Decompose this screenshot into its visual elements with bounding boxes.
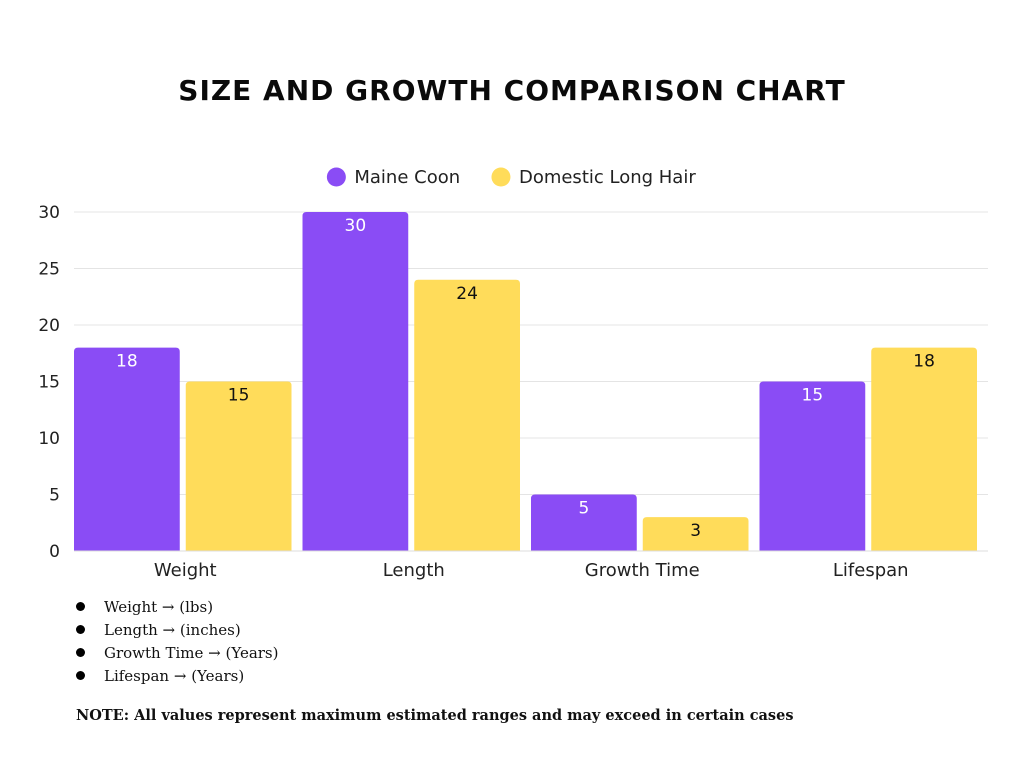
footnote: NOTE: All values represent maximum estim…	[76, 707, 794, 724]
legend-marker	[326, 167, 346, 187]
data-label: 15	[802, 386, 824, 406]
y-tick-label: 20	[38, 316, 60, 336]
x-tick-label: Growth Time	[585, 560, 700, 581]
legend-label: Domestic Long Hair	[519, 167, 696, 188]
bar	[414, 279, 520, 551]
note-text: Growth Time → (Years)	[104, 644, 279, 662]
bullet-icon	[76, 602, 85, 611]
data-label: 5	[578, 499, 589, 519]
note-text: Length → (inches)	[104, 621, 241, 639]
note-item: Lifespan → (Years)	[76, 665, 278, 688]
legend-label: Maine Coon	[354, 167, 460, 188]
y-tick-label: 10	[38, 429, 60, 449]
bullet-icon	[76, 625, 85, 634]
data-label: 30	[345, 216, 367, 236]
note-item: Growth Time → (Years)	[76, 642, 278, 665]
data-label: 18	[116, 352, 138, 372]
x-tick-label: Lifespan	[833, 560, 909, 581]
x-tick-label: Length	[383, 560, 445, 581]
note-text: Weight → (lbs)	[104, 598, 214, 616]
chart-title: SIZE AND GROWTH COMPARISON CHART	[178, 74, 846, 107]
bar	[759, 381, 866, 551]
bar	[74, 347, 180, 551]
bar	[642, 517, 749, 551]
bar	[302, 212, 409, 551]
y-tick-label: 0	[49, 542, 60, 562]
bar	[871, 347, 977, 551]
data-label: 24	[456, 284, 478, 304]
y-tick-label: 5	[49, 486, 60, 506]
data-label: 15	[228, 386, 250, 406]
bullet-icon	[76, 671, 85, 680]
units-notes-list: Weight → (lbs) Length → (inches) Growth …	[76, 596, 278, 688]
legend-marker	[491, 167, 511, 187]
y-tick-label: 15	[38, 373, 60, 393]
data-label: 18	[913, 352, 935, 372]
bar	[531, 494, 637, 551]
bar	[185, 381, 292, 551]
y-tick-label: 30	[38, 203, 60, 223]
note-item: Weight → (lbs)	[76, 596, 278, 619]
data-label: 3	[690, 521, 701, 541]
y-tick-label: 25	[38, 260, 60, 280]
note-item: Length → (inches)	[76, 619, 278, 642]
bullet-icon	[76, 648, 85, 657]
x-tick-label: Weight	[154, 560, 217, 581]
bar-chart: 0 5 10 15 20 25 30 18 15 Weight 30 24 Length 5 3 Growth…	[38, 167, 988, 581]
note-text: Lifespan → (Years)	[104, 667, 245, 685]
